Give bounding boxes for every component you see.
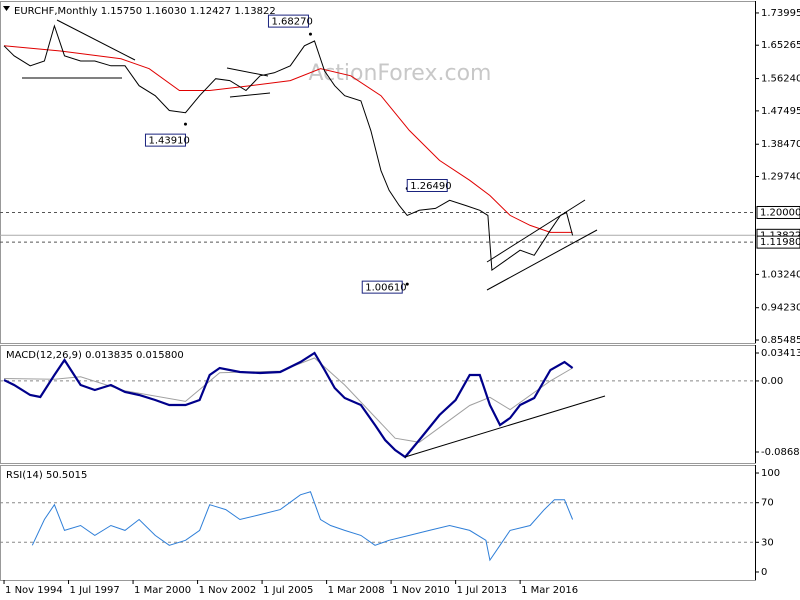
- y-tick-label: 0.85485: [761, 335, 800, 346]
- series-line: [3, 24, 574, 272]
- x-tick-label: 1 Jul 2005: [263, 585, 313, 596]
- channel-line: [486, 199, 586, 263]
- x-tick-label: 1 Mar 2008: [328, 585, 385, 596]
- trend-line: [56, 19, 136, 61]
- series-line: [3, 351, 574, 459]
- annotation-box: [267, 14, 309, 28]
- annotation-box: [144, 133, 186, 147]
- y-tick-label: 0: [761, 567, 767, 578]
- y-tick-label: -0.086849: [761, 447, 800, 458]
- x-tick-label: 1 Jul 2013: [457, 585, 507, 596]
- channel-line: [486, 229, 598, 291]
- y-tick-label: 1.73995: [761, 8, 800, 19]
- panel-title: RSI(14) 50.5015: [6, 470, 87, 481]
- panel-title: EURCHF,Monthly 1.15750 1.16030 1.12427 1…: [14, 6, 276, 17]
- trend-line: [226, 67, 269, 77]
- x-tick-label: 1 Nov 2002: [199, 585, 257, 596]
- y-tick-label: 70: [761, 498, 774, 509]
- x-tick-label: 1 Jul 1997: [70, 585, 120, 596]
- watermark: ActionForex.com: [309, 61, 492, 86]
- annotation-label: 1.68270: [271, 17, 312, 28]
- level-label: 1.20000: [760, 207, 800, 218]
- level-label-box: [756, 205, 800, 219]
- annotation-label: 1.43910: [148, 136, 189, 147]
- y-tick-label: 1.47495: [761, 106, 800, 117]
- series-line: [31, 491, 574, 562]
- y-tick-label: 1.29740: [761, 171, 800, 182]
- y-tick-label: 0.00: [761, 376, 783, 387]
- level-label-box: [756, 235, 800, 249]
- series-line: [3, 357, 573, 443]
- y-tick-label: 1.65265: [761, 40, 800, 51]
- annotation-point: [405, 282, 409, 286]
- series-line: [3, 45, 573, 233]
- annotation-box: [361, 280, 403, 294]
- trend-line: [229, 92, 271, 98]
- annotation-label: 1.00610: [365, 283, 406, 294]
- x-tick-label: 1 Mar 2000: [134, 585, 191, 596]
- y-tick-label: 0.94230: [761, 303, 800, 314]
- y-tick-label: 0.034137: [761, 348, 800, 359]
- x-tick-label: 1 Nov 1994: [5, 585, 63, 596]
- x-tick-label: 1 Mar 2016: [521, 585, 578, 596]
- y-tick-label: 30: [761, 537, 774, 548]
- annotation-point: [183, 122, 187, 126]
- title-arrow: [3, 6, 10, 11]
- y-tick-label: 1.56240: [761, 74, 800, 85]
- level-label: 1.11980: [760, 237, 800, 248]
- panel-title: MACD(12,26,9) 0.013835 0.015800: [6, 350, 184, 361]
- annotation-box: [406, 178, 448, 192]
- trend-lines: [22, 19, 606, 458]
- annotation-point: [308, 32, 312, 36]
- annotation-label: 1.26490: [410, 181, 451, 192]
- macd-trend-line: [404, 395, 606, 458]
- y-tick-label: 1.38470: [761, 139, 800, 150]
- x-tick-label: 1 Nov 2010: [392, 585, 450, 596]
- y-tick-label: 1.03240: [761, 269, 800, 280]
- y-tick-label: 100: [761, 468, 780, 479]
